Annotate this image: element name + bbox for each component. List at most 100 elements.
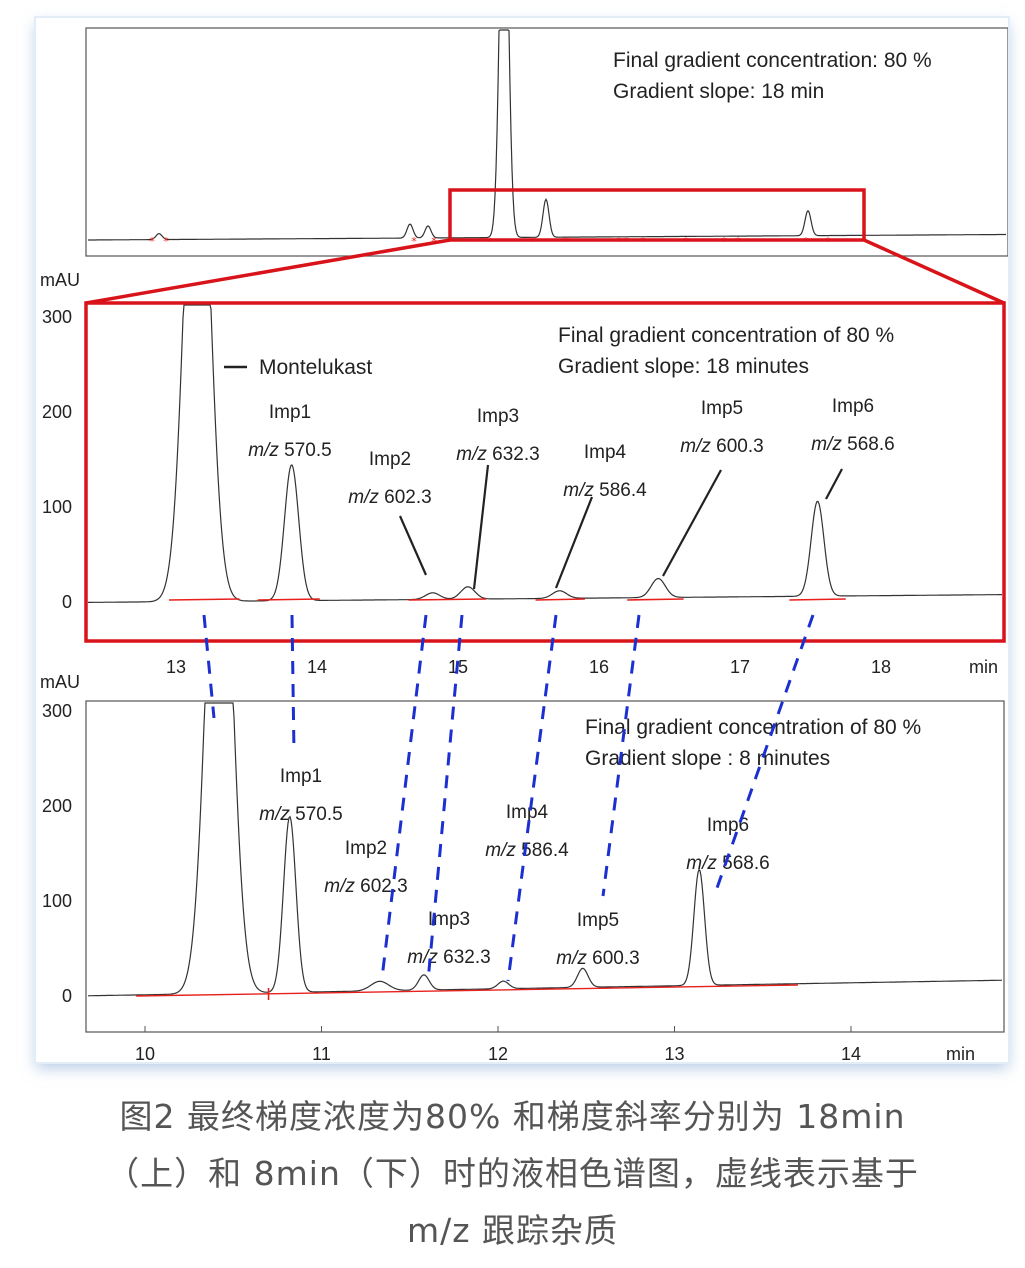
mid-info-line-1: Final gradient concentration of 80 %: [558, 324, 894, 347]
correlation-dashed-lines: [202, 614, 815, 982]
bot-trace-line: [88, 702, 1003, 997]
top-integration-star: *: [149, 235, 155, 248]
bot-peak-mz-imp3: m/z 632.3: [407, 947, 490, 968]
bot-peak-name-imp6: Imp6: [707, 815, 749, 836]
bot-peak-mz-imp1: m/z 570.5: [259, 804, 342, 825]
top-integration-star: *: [163, 235, 169, 248]
mid-ytick-label: 300: [42, 307, 72, 327]
mid-leader-imp4: [554, 496, 594, 589]
caption-line-1: 图2 最终梯度浓度为80% 和梯度斜率分别为 18min: [119, 1097, 906, 1136]
bot-xlabel: min: [946, 1044, 975, 1062]
mid-peak-labels: Montelukast Imp1 m/z 570.5 Imp2 m/z 602.3 Imp…: [224, 356, 895, 590]
bot-ylabel: mAU: [40, 672, 80, 692]
mid-info-line-2: Gradient slope: 18 minutes: [558, 355, 809, 378]
mid-peak-mz-imp6: m/z 568.6: [811, 434, 894, 455]
bot-peak-name-imp4: Imp4: [506, 802, 549, 823]
mid-peak-mz-imp1: m/z 570.5: [248, 440, 331, 461]
mid-peak-name-imp5: Imp5: [701, 398, 743, 419]
mid-integration-line: [168, 598, 240, 601]
mid-ytick-label: 100: [42, 497, 72, 517]
dash-line-imp5: [601, 614, 641, 897]
mid-integration-line: [408, 598, 487, 601]
dash-line-imp6: [715, 614, 815, 889]
top-info-line-2: Gradient slope: 18 min: [613, 80, 824, 103]
bot-info-line-2: Gradient slope : 8 minutes: [585, 747, 830, 770]
mid-leader-imp6: [825, 468, 843, 500]
bot-ytick-label: 100: [42, 891, 72, 911]
bot-xtick-label: 13: [664, 1044, 684, 1062]
bot-peak-mz-imp5: m/z 600.3: [556, 948, 639, 969]
bot-peak-mz-imp6: m/z 568.6: [686, 853, 769, 874]
zoom-region-box: [448, 188, 866, 242]
bot-xtick-label: 10: [135, 1044, 155, 1062]
bot-info-line-1: Final gradient concentration of 80 %: [585, 716, 921, 739]
figure-frame: Final gradient concentration: 80 % Gradi…: [36, 18, 1008, 1062]
mid-ytick-label: 200: [42, 402, 72, 422]
dash-line-imp2: [380, 614, 428, 979]
mid-xtick-label: 18: [871, 657, 891, 677]
bot-integration-line: [136, 984, 799, 997]
top-panel-frame: [85, 27, 1008, 257]
dash-line-montelukast: [202, 614, 216, 719]
zoom-connector-right: [863, 238, 1005, 305]
chromatogram-figure: Final gradient concentration: 80 % Gradi…: [40, 27, 1008, 1062]
mid-y-ticks: 0 100 200 300: [42, 307, 72, 612]
bot-integration-baselines: [136, 984, 799, 1000]
mid-zoom-frame: [84, 301, 1006, 643]
mid-peak-name-imp1: Imp1: [269, 402, 311, 423]
mid-integration-line: [257, 598, 320, 601]
top-integration-star: *: [411, 235, 417, 248]
mid-peak-mz-imp4: m/z 586.4: [563, 480, 647, 501]
mid-leader-imp5: [662, 469, 722, 577]
figure-caption: 图2 最终梯度浓度为80% 和梯度斜率分别为 18min （上）和 8min（下…: [0, 1088, 1025, 1259]
mid-peak-name-imp4: Imp4: [584, 442, 627, 463]
bot-xtick-label: 11: [312, 1044, 331, 1062]
top-info-line-1: Final gradient concentration: 80 %: [613, 49, 932, 72]
bot-y-ticks: 0 100 200 300: [42, 701, 72, 1006]
mid-peak-mz-imp5: m/z 600.3: [680, 436, 763, 457]
mid-peak-name-imp2: Imp2: [369, 449, 411, 470]
mid-peak-name-imp3: Imp3: [477, 406, 519, 427]
mid-xtick-label: 16: [589, 657, 609, 677]
bot-ytick-label: 0: [62, 986, 72, 1006]
bot-x-ticks: 10 11 12 13 14: [135, 1026, 861, 1062]
bot-ytick-label: 300: [42, 701, 72, 721]
top-trace-line: [88, 29, 1006, 241]
bot-peak-name-imp3: Imp3: [428, 909, 470, 930]
bot-peak-name-imp1: Imp1: [280, 766, 322, 787]
bot-peak-mz-imp2: m/z 602.3: [324, 876, 407, 897]
bot-xtick-label: 12: [488, 1044, 508, 1062]
top-overview-panel: Final gradient concentration: 80 % Gradi…: [85, 27, 1008, 257]
mid-ylabel: mAU: [40, 270, 80, 290]
mid-xtick-label: 17: [730, 657, 750, 677]
bot-xtick-label: 14: [841, 1044, 861, 1062]
bot-peak-name-imp5: Imp5: [577, 910, 619, 931]
mid-x-ticks: 131415161718: [166, 657, 891, 677]
bot-panel-frame: [85, 700, 1005, 1033]
mid-ytick-label: 0: [62, 592, 72, 612]
caption-line-2: （上）和 8min（下）时的液相色谱图，虚线表示基于: [106, 1154, 919, 1193]
mid-leader-imp3: [472, 464, 490, 590]
mid-xlabel: min: [969, 657, 998, 677]
bot-peak-mz-imp4: m/z 586.4: [485, 840, 569, 861]
mid-peak-name-imp6: Imp6: [832, 396, 874, 417]
zoom-connector-left: [85, 238, 451, 305]
caption-line-3: m/z 跟踪杂质: [406, 1211, 619, 1250]
mid-integration-baselines: [168, 598, 846, 601]
mid-leader-imp2: [398, 515, 428, 576]
dash-line-imp4: [506, 614, 558, 982]
mid-peak-mz-imp2: m/z 602.3: [348, 487, 431, 508]
mid-integration-line: [789, 598, 846, 601]
mid-peak-mz-imp3: m/z 632.3: [456, 444, 539, 465]
bot-ytick-label: 200: [42, 796, 72, 816]
montelukast-label: Montelukast: [259, 356, 372, 379]
mid-trace-line: [88, 304, 1002, 603]
dash-line-imp3: [426, 614, 464, 982]
mid-xtick-label: 13: [166, 657, 186, 677]
mid-integration-line: [627, 598, 684, 601]
bot-peak-name-imp2: Imp2: [345, 838, 387, 859]
mid-xtick-label: 14: [307, 657, 327, 677]
dash-line-imp1: [290, 614, 296, 754]
